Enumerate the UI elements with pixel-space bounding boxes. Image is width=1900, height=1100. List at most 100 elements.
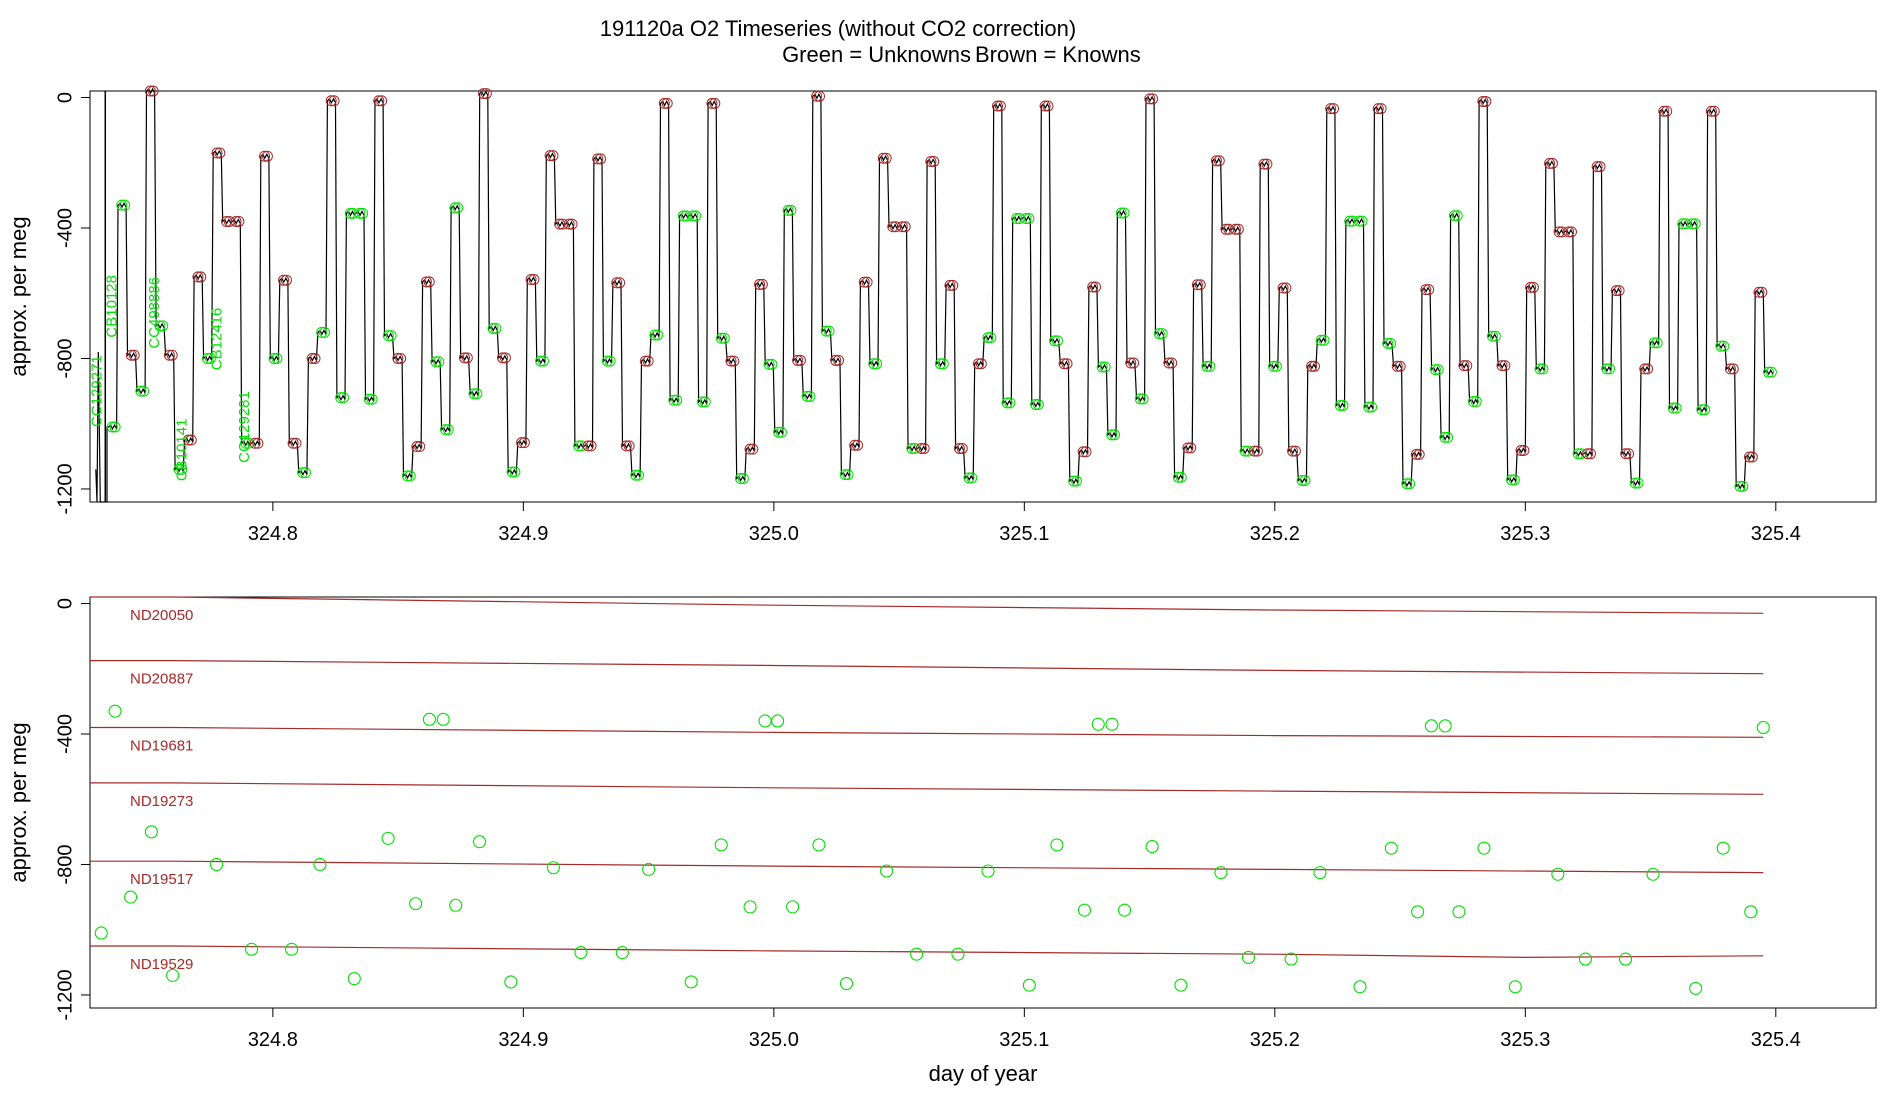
unknown-point [1618, 952, 1633, 966]
known-point [706, 97, 718, 109]
legend-unknowns: Green = Unknowns [782, 42, 971, 67]
known-point [1087, 281, 1099, 293]
unknown-point [1451, 210, 1463, 222]
unknown-point [985, 332, 997, 344]
known-point [192, 271, 204, 283]
known-point [259, 150, 271, 162]
known-point [128, 349, 140, 361]
unknown-point [1118, 207, 1130, 219]
vertical-sample-label: CB10128 [103, 275, 120, 338]
known-point [1525, 281, 1537, 293]
unknown-point [1716, 841, 1730, 855]
unknown-point [1715, 340, 1727, 352]
unknown-point [766, 358, 778, 370]
unknown-point [963, 472, 975, 484]
known-point [144, 85, 156, 97]
unknown-point [506, 466, 518, 478]
unknown-point [1268, 360, 1280, 372]
unknown-point [1353, 980, 1367, 994]
x-tick-label: 325.2 [1250, 1029, 1300, 1051]
unknown-point [1429, 364, 1441, 376]
known-point [414, 441, 426, 453]
unknown-point [1001, 397, 1013, 409]
unknown-point [271, 352, 283, 364]
known-point [458, 352, 470, 364]
known-point [1325, 103, 1337, 115]
unknown-point [1651, 337, 1663, 349]
unknown-point [313, 857, 327, 872]
known-point [1166, 357, 1178, 369]
known-point [1090, 281, 1102, 293]
known-point [185, 434, 197, 446]
unknown-point [699, 396, 711, 408]
known-point [1708, 105, 1720, 117]
known-point [423, 276, 435, 288]
unknown-point [422, 712, 436, 726]
known-point [1210, 155, 1222, 167]
timeseries-trace [95, 87, 1774, 503]
known-point [278, 274, 290, 286]
vertical-sample-label: CC498886 [146, 277, 163, 349]
unknown-point [1366, 401, 1378, 413]
unknown-point [1296, 474, 1308, 486]
unknown-point [1537, 363, 1549, 375]
reference-line [90, 660, 1764, 675]
top-panel: 324.8 324.9 325.0 325.1 325.2 325.3 325.4 0 -400… [6, 85, 1877, 545]
unknown-point [316, 326, 328, 338]
known-point [211, 147, 223, 159]
unknown-point [1096, 361, 1108, 373]
known-point [830, 354, 842, 366]
unknown-point [1689, 218, 1701, 230]
known-point [611, 277, 623, 289]
unknown-point [574, 945, 588, 960]
known-point [747, 443, 759, 455]
known-point [896, 221, 908, 233]
unknown-point [535, 355, 547, 367]
unknown-point [509, 466, 521, 478]
y-tick-label: -800 [54, 338, 76, 378]
x-tick-label: 324.9 [498, 1029, 548, 1051]
known-point [709, 97, 721, 109]
y-axis-label: approx. per meg [6, 722, 31, 882]
unknown-point [1032, 398, 1044, 410]
unknown-point [801, 390, 813, 402]
unknown-point [1686, 218, 1698, 230]
known-point [1251, 445, 1263, 457]
unknown-point [166, 968, 180, 982]
y-tick-label: 0 [54, 598, 76, 609]
unknown-point [1049, 335, 1061, 347]
reference-line-label: ND20050 [130, 607, 193, 624]
unknown-point [652, 329, 664, 341]
x-axis-label: day of year [929, 1061, 1038, 1086]
known-point [744, 443, 756, 455]
vertical-sample-label: CB10141 [173, 419, 190, 482]
unknown-point [1737, 480, 1749, 492]
reference-line [90, 782, 1764, 795]
known-point [642, 355, 654, 367]
unknown-point [1467, 396, 1479, 408]
known-point [147, 85, 159, 97]
unknown-point [1734, 480, 1746, 492]
unknown-point [1109, 429, 1121, 441]
unknown-point [1299, 474, 1311, 486]
known-point [1080, 446, 1092, 458]
plot-frame [89, 596, 1877, 1009]
known-point [1499, 360, 1511, 372]
unknown-point [771, 714, 785, 728]
unknown-point [173, 463, 185, 475]
x-tick-label: 325.1 [999, 523, 1049, 545]
known-point [1372, 103, 1384, 115]
unknown-point [135, 385, 147, 397]
known-point [1565, 226, 1577, 238]
unknown-point [1765, 366, 1777, 378]
known-point [395, 352, 407, 364]
unknown-point [934, 358, 946, 370]
known-point [1546, 157, 1558, 169]
unknown-point [951, 947, 965, 961]
known-point [953, 443, 965, 455]
known-point [420, 276, 432, 288]
unknown-point [775, 426, 787, 438]
known-point [849, 439, 861, 451]
known-point [1308, 360, 1320, 372]
unknown-point [842, 469, 854, 481]
